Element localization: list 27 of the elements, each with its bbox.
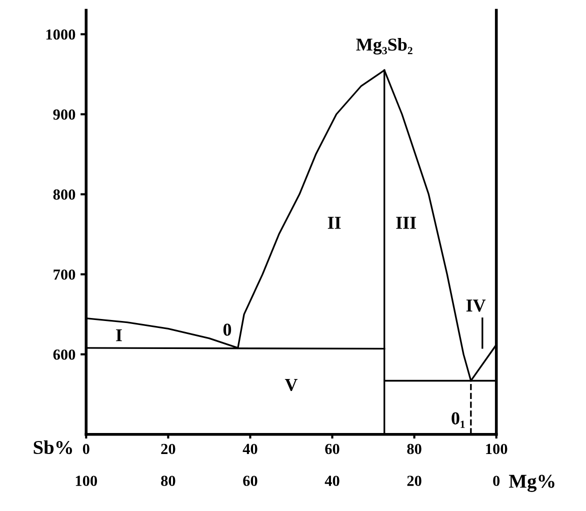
x-tick-label: 100 xyxy=(486,444,508,454)
y-tick-label: 600 xyxy=(53,349,76,360)
x-tick-label: 0 xyxy=(82,444,90,454)
x2-tick-label: 60 xyxy=(243,476,258,486)
x-tick-label: 60 xyxy=(325,444,340,454)
x-tick-label: 20 xyxy=(161,444,176,454)
y-tick-label: 1000 xyxy=(46,29,76,40)
annotation: IV xyxy=(466,300,486,312)
x2-axis-title: Mg% xyxy=(508,474,554,492)
x2-tick-label: 80 xyxy=(161,476,176,486)
y-tick-label: 900 xyxy=(53,109,76,120)
x-tick-label: 40 xyxy=(242,444,258,454)
y-tick-label: 800 xyxy=(53,189,76,200)
annotation: 0₁ xyxy=(452,412,465,428)
x-axis-title: Sb% xyxy=(34,440,72,454)
annotation: II xyxy=(328,216,341,229)
x-tick-label: 80 xyxy=(407,444,422,454)
annotation: Mg₃Sb₂ xyxy=(356,38,412,55)
annotation: I xyxy=(116,329,122,342)
x2-tick-label: 20 xyxy=(407,476,422,486)
x2-tick-label: 100 xyxy=(76,476,98,486)
annotation: III xyxy=(396,216,416,229)
annotation: V xyxy=(284,378,298,392)
x2-tick-label: 0 xyxy=(493,476,500,486)
y-tick-label: 700 xyxy=(54,269,76,280)
annotation: 0 xyxy=(223,324,232,336)
x2-tick-label: 40 xyxy=(324,476,340,486)
